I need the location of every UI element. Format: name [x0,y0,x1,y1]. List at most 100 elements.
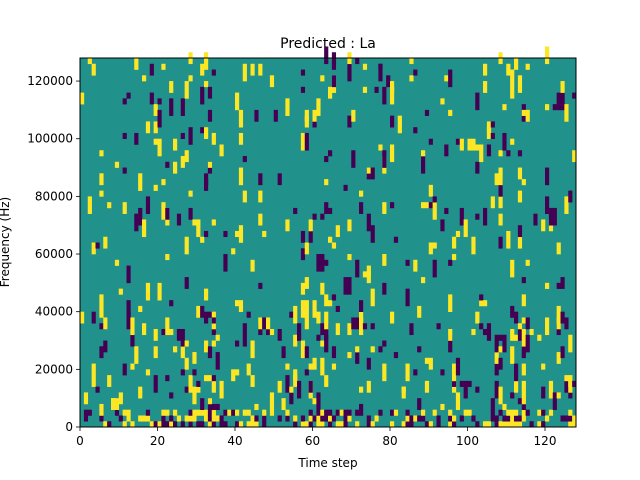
heatmap-cell [269,392,275,405]
heatmap-cell [436,323,441,330]
heatmap-cell [455,357,461,376]
heatmap-cell [459,380,464,387]
heatmap-cell [145,369,151,376]
heatmap-cell [421,156,426,174]
heatmap-cell [471,415,476,422]
heatmap-cell [483,328,488,336]
heatmap-cell [343,421,348,428]
heatmap-cell [246,311,251,318]
heatmap-cell [281,346,286,359]
heatmap-cell [130,317,135,336]
x-tick-label: 100 [456,434,479,448]
heatmap-cell [200,398,205,410]
heatmap-cell [269,328,275,336]
heatmap-cell [424,380,430,393]
heatmap-cell [517,236,523,249]
heatmap-cell [498,179,503,197]
heatmap-cell [304,132,309,151]
heatmap-cell [541,386,546,399]
heatmap-cell [304,300,309,318]
heatmap-cell [138,207,143,226]
heatmap-cell [510,346,515,364]
heatmap-cell [126,415,131,422]
heatmap-cell [541,409,546,416]
heatmap-cell [184,81,189,99]
heatmap-cell [184,150,189,163]
heatmap-cell [176,415,182,422]
heatmap-cell [560,277,565,289]
heatmap-cell [382,375,387,382]
heatmap-cell [293,369,298,382]
x-axis-ticks: 0 20 40 60 80 100 120 [76,427,556,448]
heatmap-cell [266,317,271,330]
heatmap-cell [165,421,170,428]
heatmap-cell [514,415,519,422]
heatmap-cell [293,305,298,324]
heatmap-cell [308,421,313,428]
heatmap-cell [328,415,333,422]
heatmap-cell [510,81,515,99]
heatmap-cell [521,179,526,186]
heatmap-cells [80,46,577,428]
heatmap-cell [180,156,185,168]
heatmap-cell [517,167,523,180]
heatmap-cell [405,288,410,307]
heatmap-cell [409,75,414,82]
heatmap-cell [320,421,325,428]
heatmap-cell [564,104,569,122]
heatmap-cell [343,184,348,191]
heatmap-cell [324,323,329,341]
heatmap-cell [490,196,495,209]
heatmap-cell [483,300,488,307]
heatmap-cell [409,58,414,65]
heatmap-cell [479,300,484,307]
heatmap-cell [262,421,267,428]
heatmap-cell [211,421,216,428]
x-tick-label: 80 [382,434,397,448]
heatmap-cell [250,340,255,359]
heatmap-cell [347,115,352,128]
heatmap-cell [421,150,426,157]
heatmap-cell [114,259,120,266]
heatmap-cell [413,127,418,134]
heatmap-cell [370,225,375,243]
heatmap-cell [529,328,534,336]
heatmap-cell [277,380,282,393]
heatmap-cell [196,380,201,387]
heatmap-cell [99,294,104,312]
heatmap-cell [157,138,162,157]
heatmap-cell [452,254,457,261]
heatmap-cell [320,213,325,220]
heatmap-cell [204,415,209,422]
heatmap-cell [486,144,492,157]
heatmap-cell [126,92,131,99]
heatmap-cell [572,415,577,422]
heatmap-cell [455,230,461,238]
heatmap-cell [258,173,263,186]
heatmap-cell [533,213,538,226]
heatmap-cell [235,92,240,111]
heatmap-cell [390,144,395,163]
heatmap-cell [285,409,290,416]
heatmap-cell [359,386,364,393]
heatmap-cell [494,352,499,364]
heatmap-cell [564,317,569,330]
heatmap-cell [250,415,255,422]
heatmap-cell [153,375,158,393]
heatmap-cell [204,409,209,416]
heatmap-cell [545,46,550,65]
heatmap-cell [347,323,352,336]
heatmap-cell [525,334,530,353]
heatmap-cell [207,409,213,416]
heatmap-cell [242,328,247,347]
heatmap-cell [207,421,213,428]
heatmap-cell [417,346,422,353]
heatmap-cell [149,92,154,105]
heatmap-cell [347,219,352,232]
heatmap-cell [165,161,170,168]
heatmap-cell [328,300,333,307]
heatmap-cell [293,415,298,422]
heatmap-cell [324,46,329,65]
heatmap-cell [424,421,430,428]
heatmap-cell [510,421,515,428]
